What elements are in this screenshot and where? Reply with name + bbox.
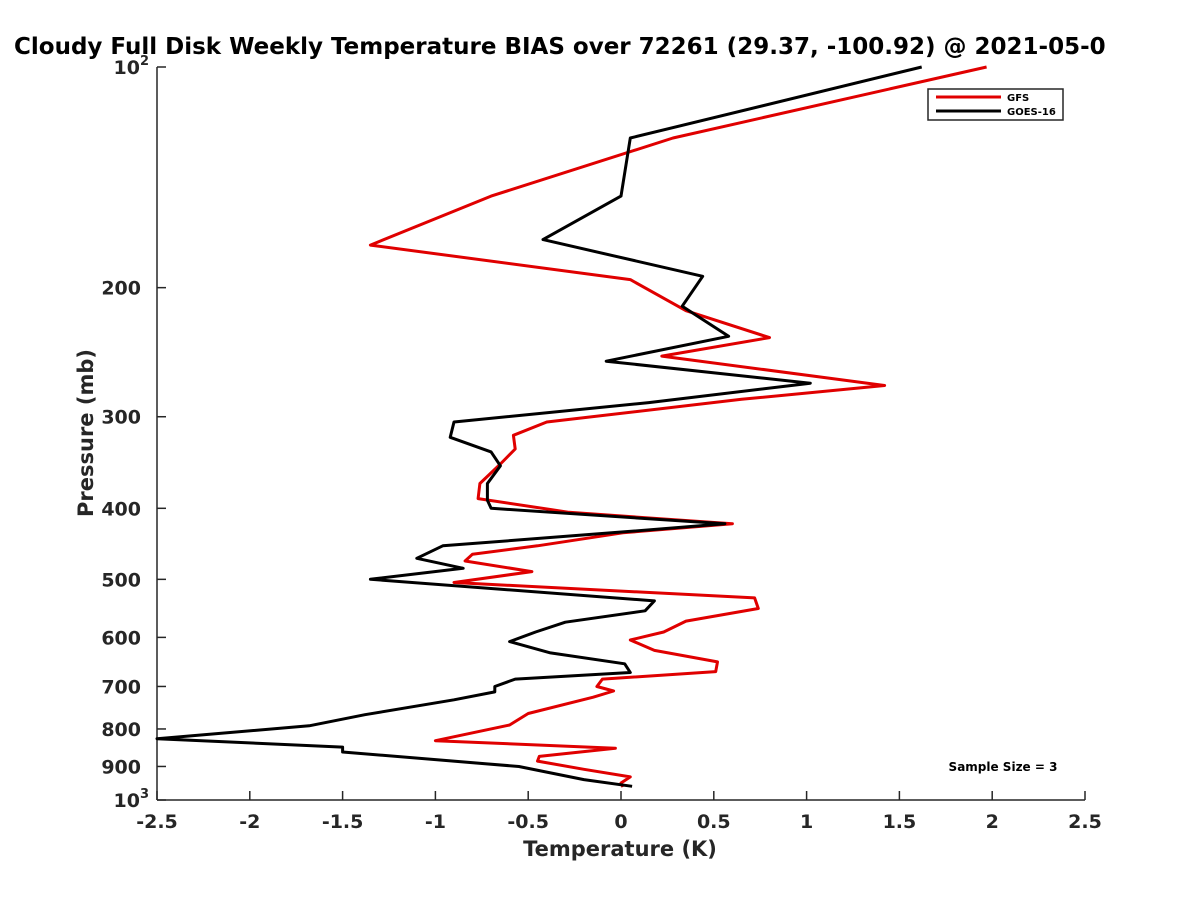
- x-tick-label: -1.5: [322, 811, 364, 833]
- sample-size-annotation: Sample Size = 3: [949, 760, 1058, 774]
- legend-box: [927, 88, 1064, 121]
- y-axis-label: Pressure (mb): [74, 349, 98, 517]
- x-tick-label: 0.5: [697, 811, 731, 833]
- x-tick-label: -2.5: [136, 811, 178, 833]
- x-tick-label: 1: [800, 811, 813, 833]
- legend-entry: GFS: [1007, 93, 1029, 104]
- x-tick-label: 2.5: [1068, 811, 1102, 833]
- x-axis-label: Temperature (K): [523, 837, 717, 861]
- x-tick-label: -0.5: [507, 811, 549, 833]
- plot-area: -2.5 -2 -1.5 -1 -0.5 0 0.5 1 1.5 2 2.5 102 200 300 400…: [101, 54, 1102, 833]
- y-tick-label: 300: [101, 407, 141, 429]
- legend: GFS GOES-16: [927, 88, 1064, 121]
- y-tick-label: 600: [101, 627, 141, 649]
- x-tick-label: 2: [986, 811, 999, 833]
- y-tick-label: 103: [114, 787, 150, 812]
- y-tick-label: 400: [101, 498, 141, 520]
- series-line-goes-16: [155, 65, 923, 788]
- y-tick-label: 700: [101, 676, 141, 698]
- chart-title: Cloudy Full Disk Weekly Temperature BIAS…: [14, 34, 1106, 60]
- y-tick-label: 102: [114, 54, 150, 79]
- x-tick-label: -1: [425, 811, 446, 833]
- x-tick-label: 1.5: [883, 811, 917, 833]
- y-tick-label: 200: [101, 278, 141, 300]
- legend-entry: GOES-16: [1007, 107, 1056, 118]
- x-tick-label: -2: [239, 811, 260, 833]
- y-tick-label: 900: [101, 756, 141, 778]
- x-tick-label: 0: [614, 811, 627, 833]
- y-tick-label: 800: [101, 719, 141, 741]
- y-tick-label: 500: [101, 569, 141, 591]
- series-line-gfs: [368, 65, 987, 788]
